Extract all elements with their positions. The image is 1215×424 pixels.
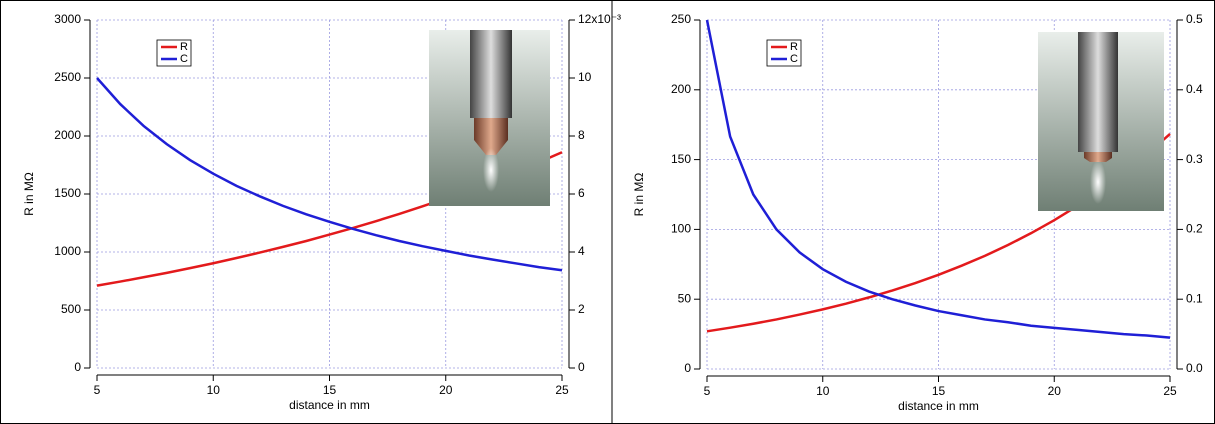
x-tick-label: 10 bbox=[207, 383, 221, 397]
y2-tick-label: 0.3 bbox=[1186, 152, 1203, 166]
y-tick-label: 100 bbox=[671, 222, 691, 236]
y2-tick-label: 0 bbox=[578, 360, 585, 374]
y-tick-label: 2000 bbox=[54, 128, 81, 142]
x-tick-label: 25 bbox=[555, 383, 569, 397]
legend-label: R bbox=[180, 41, 188, 53]
y2-tick-label: 4 bbox=[578, 244, 585, 258]
y-axis-label: R in MΩ bbox=[632, 173, 646, 217]
inset-photo bbox=[429, 30, 550, 206]
y2-tick-label: 2 bbox=[578, 302, 585, 316]
y2-tick-label: 12x10⁻³ bbox=[578, 12, 621, 26]
legend-label: C bbox=[180, 53, 188, 65]
y2-tick-label: 0.0 bbox=[1186, 361, 1203, 375]
y2-tick-label: 0.4 bbox=[1186, 82, 1203, 96]
x-tick-label: 5 bbox=[704, 384, 711, 398]
y-tick-label: 50 bbox=[678, 291, 692, 305]
legend-label: R bbox=[790, 41, 798, 53]
legend-label: C bbox=[790, 53, 798, 65]
x-tick-label: 25 bbox=[1163, 384, 1177, 398]
inset-photo bbox=[1038, 32, 1164, 211]
x-tick-label: 10 bbox=[816, 384, 830, 398]
y2-tick-label: 8 bbox=[578, 128, 585, 142]
y-tick-label: 3000 bbox=[54, 12, 81, 26]
y-tick-label: 0 bbox=[74, 360, 81, 374]
series-line bbox=[705, 19, 1171, 339]
x-axis-label: distance in mm bbox=[289, 398, 370, 412]
y-tick-label: 2500 bbox=[54, 70, 81, 84]
y-tick-label: 1500 bbox=[54, 186, 81, 200]
series-line bbox=[96, 77, 563, 272]
y-tick-label: 200 bbox=[671, 82, 691, 96]
y2-tick-label: 0.1 bbox=[1186, 291, 1203, 305]
y-tick-label: 150 bbox=[671, 152, 691, 166]
y2-tick-label: 0.2 bbox=[1186, 222, 1203, 236]
y2-tick-label: 0.5 bbox=[1186, 12, 1203, 26]
x-tick-label: 15 bbox=[932, 384, 946, 398]
x-tick-label: 15 bbox=[323, 383, 337, 397]
legend-box bbox=[156, 39, 192, 67]
x-tick-label: 20 bbox=[439, 383, 453, 397]
y-tick-label: 0 bbox=[684, 361, 691, 375]
y2-tick-label: 6 bbox=[578, 186, 585, 200]
x-tick-label: 20 bbox=[1048, 384, 1062, 398]
x-axis-label: distance in mm bbox=[898, 399, 979, 413]
y-axis-label: R in MΩ bbox=[22, 172, 36, 216]
y2-tick-label: 10 bbox=[578, 70, 592, 84]
y-tick-label: 500 bbox=[61, 302, 81, 316]
x-tick-label: 5 bbox=[94, 383, 101, 397]
legend-box bbox=[766, 39, 802, 67]
y-tick-label: 1000 bbox=[54, 244, 81, 258]
y-tick-label: 250 bbox=[671, 12, 691, 26]
